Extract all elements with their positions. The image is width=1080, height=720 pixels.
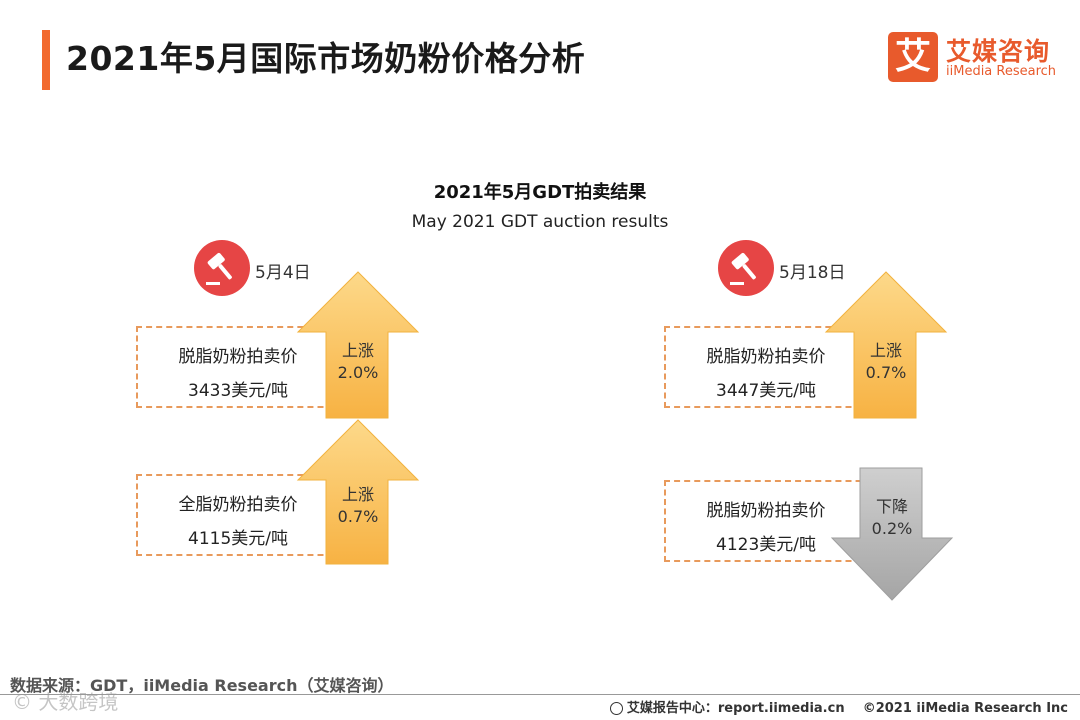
product-name: 全脂奶粉拍卖价 bbox=[178, 495, 298, 515]
report-center-link[interactable]: 艾媒报告中心：report.iimedia.cn bbox=[626, 701, 845, 716]
session-date: 5月4日 bbox=[255, 263, 311, 283]
session-date: 5月18日 bbox=[779, 263, 846, 283]
change-label: 上涨 bbox=[341, 341, 374, 360]
page-title: 2021年5月国际市场奶粉价格分析 bbox=[66, 39, 586, 78]
product-price: 3433美元/吨 bbox=[188, 381, 288, 401]
brand-logo: 艾 艾媒咨询 iiMedia Research bbox=[888, 32, 1063, 84]
auction-gavel-icon bbox=[194, 240, 250, 296]
change-value: 2.0% bbox=[337, 363, 379, 382]
watermark: © 大数跨境 bbox=[12, 690, 119, 714]
change-label: 下降 bbox=[875, 497, 908, 516]
auction-gavel-icon bbox=[718, 240, 774, 296]
up-arrow-icon bbox=[296, 419, 420, 565]
change-value: 0.7% bbox=[865, 363, 907, 382]
title-accent-bar bbox=[42, 30, 50, 90]
product-price: 4115美元/吨 bbox=[188, 529, 288, 549]
footer-info: 艾媒报告中心：report.iimedia.cn ©2021 iiMedia R… bbox=[609, 697, 1068, 716]
change-indicator: 上涨 2.0% bbox=[325, 340, 391, 384]
change-indicator: 上涨 0.7% bbox=[325, 484, 391, 528]
product-name: 脱脂奶粉拍卖价 bbox=[706, 501, 826, 521]
up-arrow-icon bbox=[824, 271, 948, 419]
product-price: 4123美元/吨 bbox=[716, 535, 816, 555]
change-label: 上涨 bbox=[341, 485, 374, 504]
auction-title-en: May 2021 GDT auction results bbox=[411, 212, 669, 232]
auction-title-cn: 2021年5月GDT拍卖结果 bbox=[433, 182, 647, 203]
up-arrow-icon bbox=[296, 271, 420, 419]
down-arrow-icon bbox=[830, 467, 954, 601]
change-value: 0.7% bbox=[337, 507, 379, 526]
globe-icon bbox=[609, 702, 623, 715]
footer-divider bbox=[0, 694, 1080, 695]
change-indicator: 下降 0.2% bbox=[859, 496, 925, 540]
data-source: 数据来源：GDT，iiMedia Research（艾媒咨询） bbox=[10, 676, 394, 695]
logo-text-cn: 艾媒咨询 bbox=[946, 37, 1051, 66]
change-label: 上涨 bbox=[869, 341, 902, 360]
logo-mark-icon: 艾 bbox=[888, 32, 938, 82]
change-indicator: 上涨 0.7% bbox=[853, 340, 919, 384]
product-name: 脱脂奶粉拍卖价 bbox=[178, 347, 298, 367]
copyright: ©2021 iiMedia Research Inc bbox=[862, 701, 1068, 716]
product-price: 3447美元/吨 bbox=[716, 381, 816, 401]
logo-text-en: iiMedia Research bbox=[946, 64, 1057, 79]
change-value: 0.2% bbox=[871, 519, 913, 538]
product-name: 脱脂奶粉拍卖价 bbox=[706, 347, 826, 367]
